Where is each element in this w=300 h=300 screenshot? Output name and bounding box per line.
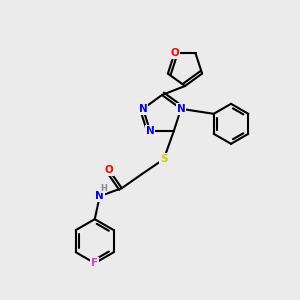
Text: F: F [91, 258, 98, 268]
Text: N: N [95, 191, 104, 201]
Text: H: H [100, 184, 107, 193]
Text: S: S [160, 154, 167, 164]
Text: N: N [139, 104, 147, 114]
Text: N: N [146, 126, 154, 136]
Text: N: N [177, 104, 185, 114]
Text: O: O [170, 48, 179, 59]
Text: O: O [105, 165, 113, 175]
